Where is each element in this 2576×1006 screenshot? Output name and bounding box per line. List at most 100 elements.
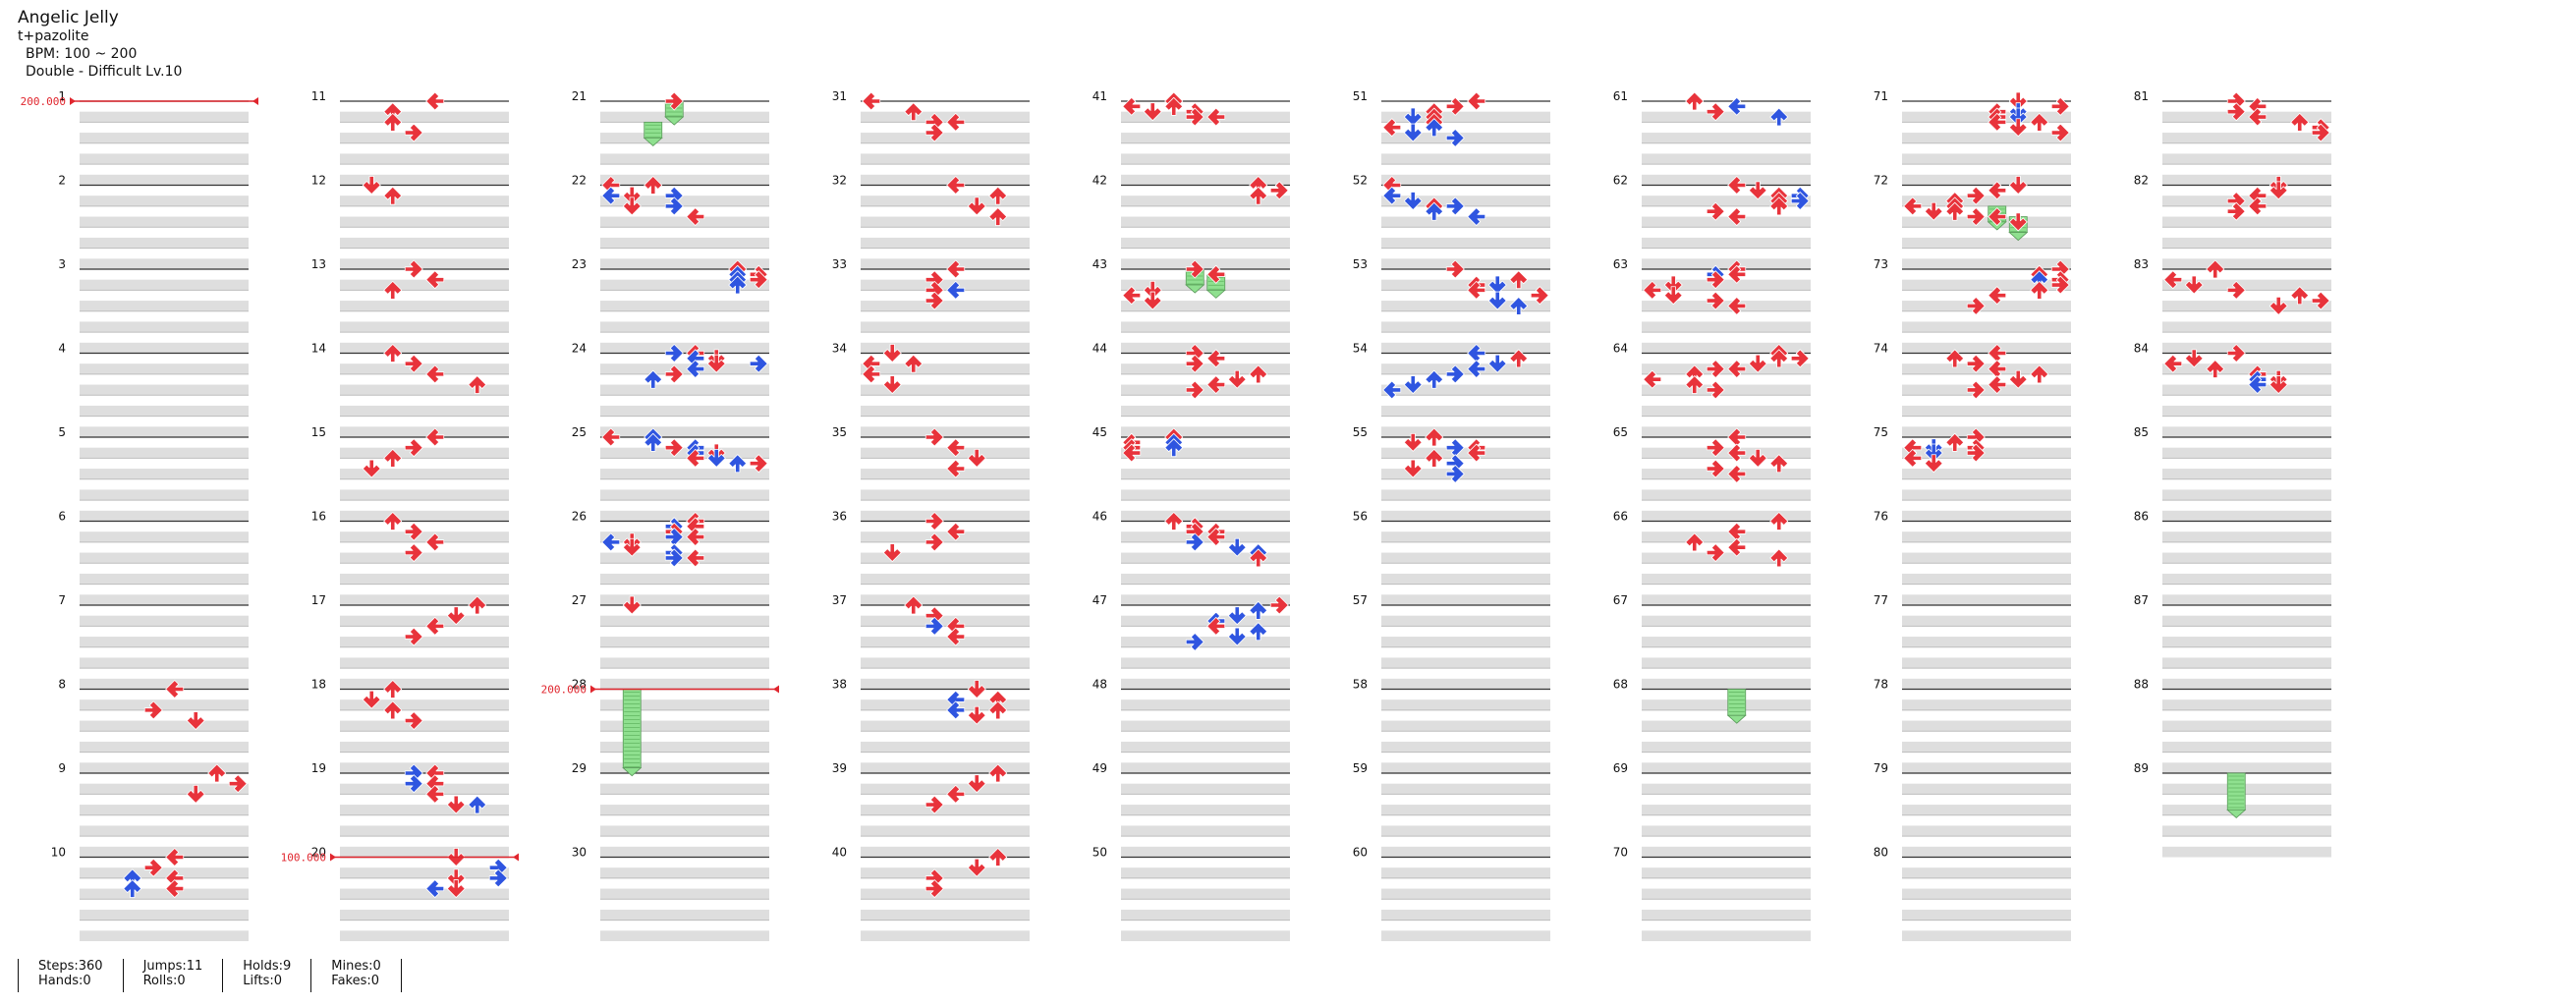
measure-38: 38 — [832, 678, 1030, 773]
measure-67: 67 — [1613, 593, 1811, 690]
measure-number: 7 — [58, 593, 66, 607]
beat-stripe — [600, 111, 769, 123]
beat-stripe — [340, 573, 509, 585]
arrow-down-icon — [2008, 176, 2028, 195]
beat-stripe — [1902, 888, 2071, 900]
beat-stripe — [1381, 321, 1550, 333]
measure-number: 11 — [311, 89, 326, 103]
arrow-left-icon — [2248, 107, 2268, 127]
measure-88: 88 — [2134, 678, 2331, 773]
measure-35: 35 — [832, 425, 1030, 522]
arrow-left-icon — [1467, 443, 1486, 463]
beat-stripe — [1902, 510, 2071, 522]
arrow-left-icon — [1727, 207, 1747, 226]
beat-stripe — [2162, 384, 2331, 396]
measure-51: 51 — [1353, 89, 1550, 186]
beat-stripe — [2162, 426, 2331, 437]
arrow-down-icon — [446, 879, 466, 898]
measure-63: 63 — [1613, 257, 1811, 354]
beat-stripe — [1381, 469, 1550, 479]
arrow-down-icon — [967, 705, 986, 725]
arrow-down-icon — [1227, 606, 1247, 626]
measure-number: 9 — [58, 761, 66, 775]
beat-stripe — [1642, 384, 1811, 396]
difficulty-level: Double - Difficult Lv.10 — [26, 64, 183, 80]
beat-stripe — [1902, 196, 2071, 206]
beat-stripe — [80, 111, 249, 123]
measure-19: 19 — [311, 761, 509, 858]
measure-number: 50 — [1092, 846, 1107, 860]
measure-15: 15 — [311, 425, 509, 522]
beat-stripe — [1642, 531, 1811, 542]
arrow-left-icon — [425, 784, 445, 804]
arrow-down-icon — [2008, 212, 2028, 232]
arrow-right-icon — [488, 868, 508, 888]
arrow-left-icon — [1727, 427, 1747, 447]
measure-number: 58 — [1353, 678, 1368, 692]
arrow-down-icon — [1403, 432, 1423, 452]
measure-25: 25 — [572, 425, 769, 522]
beat-stripe — [861, 426, 1030, 437]
arrow-left-icon — [601, 427, 621, 447]
beat-stripe — [1381, 196, 1550, 206]
beat-stripe — [1902, 867, 2071, 878]
arrow-right-icon — [1790, 349, 1810, 368]
arrow-right-icon — [664, 548, 684, 568]
arrow-down-icon — [186, 784, 205, 804]
arrow-right-icon — [1185, 532, 1204, 552]
arrow-up-icon — [1685, 375, 1705, 394]
arrow-left-icon — [1467, 280, 1486, 300]
arrow-up-icon — [644, 369, 663, 389]
measure-number: 12 — [311, 174, 326, 188]
arrow-left-icon — [1122, 443, 1142, 463]
arrow-up-icon — [988, 700, 1008, 720]
arrow-left-icon — [1727, 465, 1747, 483]
arrow-left-icon — [601, 532, 621, 552]
arrow-left-icon — [946, 522, 966, 541]
arrow-right-icon — [749, 270, 768, 290]
beat-stripe — [2162, 279, 2331, 291]
arrow-up-icon — [2030, 112, 2049, 132]
arrow-right-icon — [2050, 275, 2070, 295]
measure-65: 65 — [1613, 425, 1811, 522]
beat-stripe — [340, 405, 509, 417]
beat-stripe — [600, 447, 769, 459]
beat-stripe — [340, 531, 509, 542]
beat-stripe — [1381, 153, 1550, 165]
arrow-left-icon — [1382, 380, 1402, 400]
measure-89: 89 — [2134, 761, 2331, 858]
beat-stripe — [1121, 279, 1290, 291]
beat-stripe — [340, 258, 509, 269]
beat-stripe — [80, 384, 249, 396]
beat-stripe — [600, 615, 769, 627]
beat-stripe — [1381, 678, 1550, 690]
beat-stripe — [2162, 301, 2331, 311]
measure-number: 70 — [1613, 846, 1628, 860]
beat-stripe — [340, 909, 509, 921]
measure-number: 18 — [311, 678, 326, 692]
arrow-up-icon — [1425, 201, 1444, 221]
beat-stripe — [340, 216, 509, 228]
measure-number: 67 — [1613, 593, 1628, 607]
measure-33: 33 — [832, 257, 1030, 354]
beat-stripe — [1642, 111, 1811, 123]
arrow-right-icon — [664, 91, 684, 111]
beat-stripe — [1902, 552, 2071, 564]
measure-number: 1 — [58, 89, 66, 103]
beat-stripe — [80, 888, 249, 900]
beat-stripe — [1121, 153, 1290, 165]
measure-number: 47 — [1092, 593, 1107, 607]
beat-stripe — [1381, 258, 1550, 269]
beat-stripe — [2162, 615, 2331, 627]
stat-holds: Holds:9 — [243, 959, 292, 974]
measure-number: 61 — [1613, 89, 1628, 103]
beat-stripe — [861, 930, 1030, 941]
beat-stripe — [1121, 363, 1290, 374]
beat-stripe — [340, 384, 509, 396]
bpm-value: 200.000 — [21, 95, 66, 108]
beat-stripe — [1381, 363, 1550, 374]
beat-stripe — [2162, 552, 2331, 564]
arrow-up-icon — [383, 280, 403, 300]
beat-stripe — [80, 930, 249, 941]
arrow-up-icon — [383, 680, 403, 699]
